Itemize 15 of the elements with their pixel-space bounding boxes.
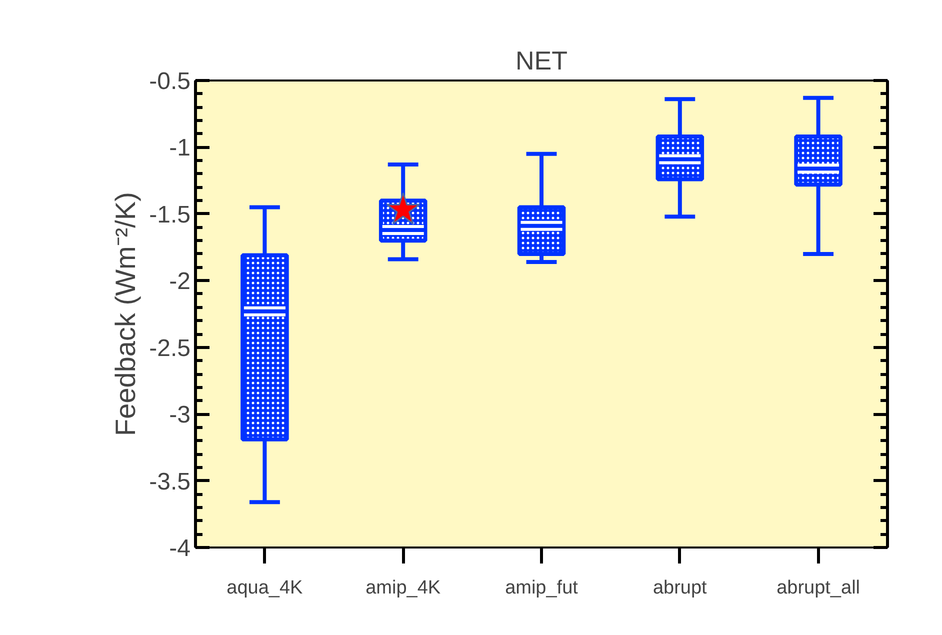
y-tick-label: -2.5 — [149, 334, 191, 362]
y-tick-label: -1.5 — [149, 201, 191, 228]
x-tick-label: amip_4K — [366, 578, 441, 598]
y-tick-label: -4 — [169, 535, 191, 562]
y-tick-label: -1 — [169, 134, 191, 162]
x-tick-label: amip_fut — [505, 578, 579, 598]
y-tick-label: -3.5 — [149, 468, 191, 496]
y-tick-label: -3 — [169, 402, 191, 429]
y-tick-label: -0.5 — [149, 68, 191, 95]
x-tick-label: abrupt_all — [776, 578, 860, 598]
y-tick-label: -2 — [169, 268, 191, 296]
x-tick-label: aqua_4K — [226, 578, 304, 598]
chart-title: NET — [516, 46, 568, 76]
x-tick-label: abrupt — [652, 578, 708, 598]
y-axis-title: Feedback (Wm⁻²/K) — [110, 192, 142, 436]
